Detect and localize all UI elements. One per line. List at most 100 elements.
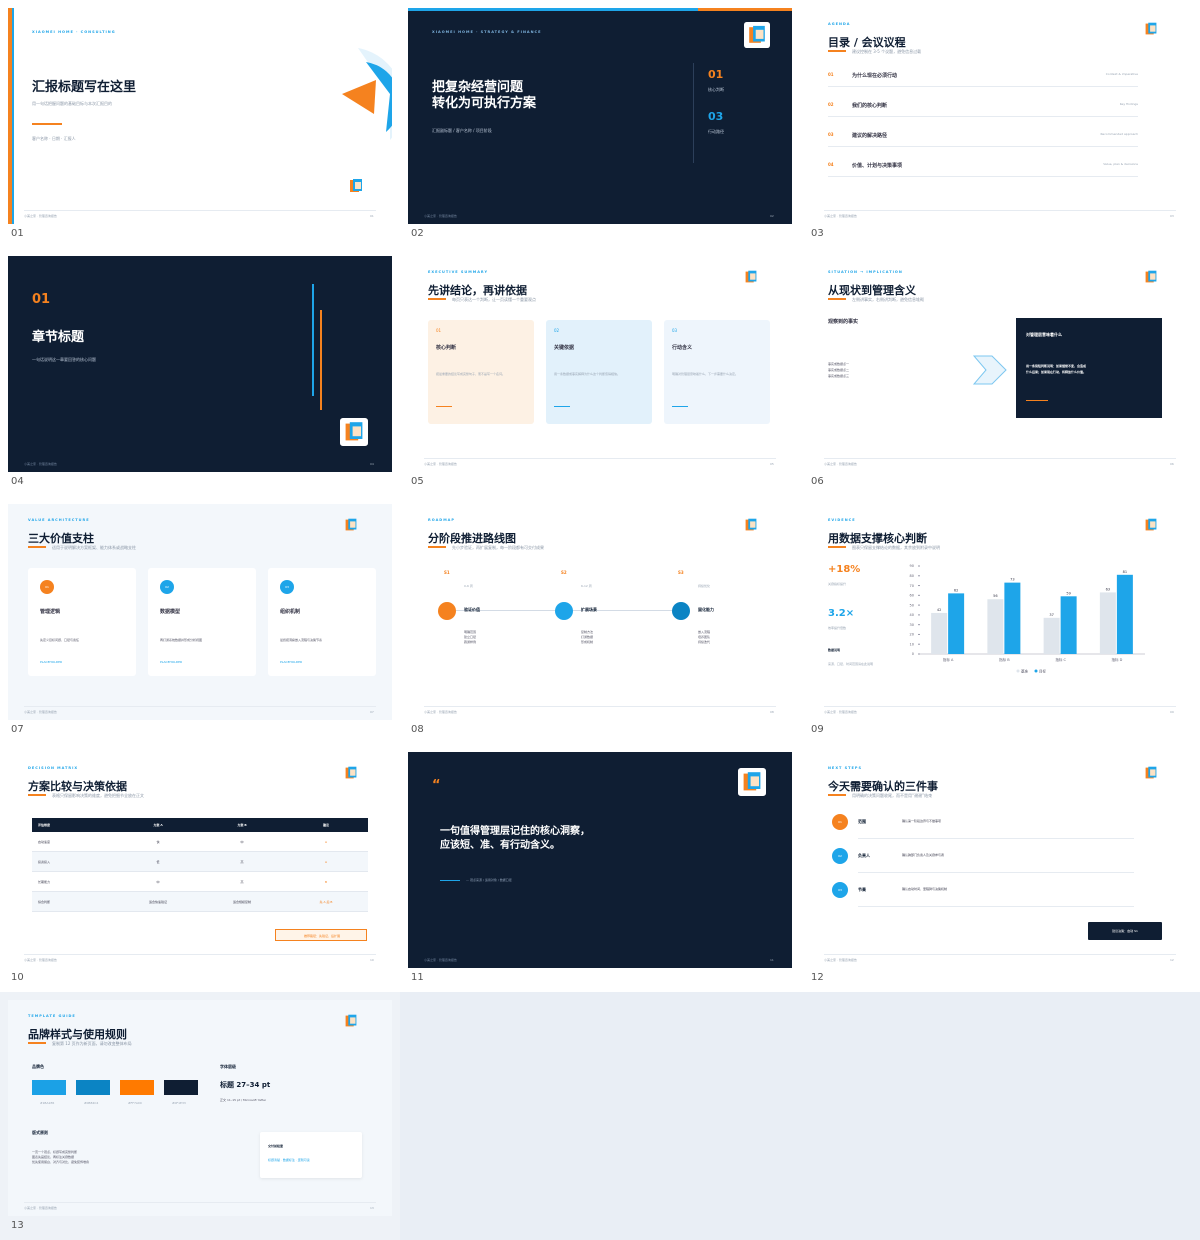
agenda-english: Context & imperative — [1105, 72, 1138, 76]
box-text: 什么后果；如果现在行动，将释放什么价值。 — [1026, 370, 1087, 374]
swatch — [120, 1080, 154, 1095]
slide-tag: ROADMAP — [428, 518, 455, 522]
slide-title: 品牌样式与使用规则 — [28, 1028, 127, 1041]
agenda-english: Recommended approach — [1100, 132, 1138, 136]
table-cell-text: B — [324, 880, 328, 884]
footer-rule — [24, 210, 376, 211]
slide: 小美之家 · 管理咨询报告 08 ROADMAP 分阶段推进路线图 先小步验证，再扩展复… — [408, 504, 792, 720]
table-cell-text: A — [324, 840, 328, 844]
swatch-label: #0F1E33 — [172, 1101, 186, 1105]
footer-rule — [824, 210, 1176, 211]
table-cell-text: 综合判断 — [38, 900, 51, 904]
agenda-text: 价值、计划与决策事项 — [852, 163, 903, 169]
footer: 小美之家 · 管理咨询报告 — [824, 958, 857, 962]
bar-value-label: 59 — [1066, 591, 1070, 595]
table-cell: 适合规模复制 — [200, 892, 284, 912]
stat-number: 03 — [708, 110, 724, 123]
step-label: 负责人 — [858, 853, 870, 858]
slide: 小美之家 · 管理咨询报告 06 SITUATION → IMPLICATION 从现… — [808, 256, 1192, 472]
footer: 小美之家 · 管理咨询报告 — [824, 214, 857, 218]
legend-label: 基准 — [1021, 668, 1029, 673]
quote-rule — [440, 880, 460, 881]
slide-title: 方案比较与决策依据 — [28, 780, 127, 793]
page-number: 01 — [370, 214, 374, 218]
summary-card: 03 行动含义 明确对管理层意味着什么，下一步需要什么决定。 — [664, 320, 770, 424]
page-number: 11 — [770, 958, 774, 962]
bar — [931, 612, 948, 654]
phase-point: 建立口径 — [464, 635, 477, 639]
page-number: 09 — [1170, 710, 1174, 714]
footer: 小美之家 · 管理咨询报告 — [24, 214, 57, 218]
logo-core — [352, 426, 361, 437]
table-cell-text: 长期能力 — [38, 880, 51, 884]
fan-orange — [342, 80, 376, 114]
slide-tag: DECISION MATRIX — [28, 766, 79, 770]
pillar-foot: PLACEHOLDER — [40, 660, 63, 664]
phase-title: 验证价值 — [464, 607, 480, 612]
slide: 小美之家 · 管理咨询报告 10 DECISION MATRIX 方案比较与决策依据表… — [8, 752, 392, 968]
footer-rule — [24, 1202, 376, 1203]
footer: 小美之家 · 管理咨询报告 — [24, 958, 57, 962]
callout-box: 推荐路径：先验证，后扩展 — [275, 929, 367, 941]
step-label: 节奏 — [858, 887, 866, 892]
bar-value-label: 37 — [1049, 613, 1053, 617]
table-cell-text: 投资投入 — [38, 860, 51, 864]
agenda-number: 01 — [828, 72, 834, 77]
bar — [1116, 574, 1133, 654]
phase-when: 6-12 周 — [581, 584, 592, 588]
logo — [345, 1014, 357, 1027]
y-tick-label: 60 — [910, 594, 914, 598]
check-card: 交付前检查 标题清楚 · 数据标注 · 逻辑可读 — [260, 1132, 362, 1178]
card-number: 02 — [554, 328, 560, 333]
phase-code: S2 — [561, 570, 567, 575]
logo-core — [1150, 521, 1156, 528]
agenda-rule — [828, 176, 1138, 177]
empty-panel — [400, 992, 1200, 1240]
logo-core — [755, 29, 764, 39]
legend-swatch — [1016, 669, 1020, 673]
y-tick-label: 0 — [912, 652, 914, 656]
logo — [745, 270, 757, 283]
logo-core — [350, 769, 356, 776]
y-tick-label: 90 — [910, 564, 914, 568]
table-header-cell: 评估维度 — [32, 818, 116, 832]
card-number: 03 — [672, 328, 678, 333]
swatch-label: #FF7A00 — [128, 1101, 142, 1105]
slide-subtitle: 复制第 12 页作为新页面，请勿改变整体布局 — [52, 1041, 132, 1046]
bar — [1043, 617, 1060, 654]
slide-subtitle: 适用于说明解决方案框架、能力体系或战略支柱 — [52, 545, 136, 550]
page-number: 10 — [370, 958, 374, 962]
y-tick-label: 80 — [910, 574, 914, 578]
slide: 小美之家 · 管理咨询报告 07 VALUE ARCHITECTURE 三大价值支柱适… — [8, 504, 392, 720]
logo-core — [1150, 25, 1156, 32]
title-rule — [828, 794, 846, 796]
step-rule — [858, 906, 1134, 907]
quote-line: 一句值得管理层记住的核心洞察， — [440, 826, 590, 837]
stat-label: 核心判断 — [708, 87, 724, 92]
footer-rule — [824, 706, 1176, 707]
x-tick-label: 指标 C — [1055, 657, 1066, 662]
table-header-cell: 建议 — [284, 818, 368, 832]
slide-tag: SITUATION → IMPLICATION — [828, 270, 903, 274]
layout-bullet: 一页一个观点，标题写成完整判断 — [32, 1150, 78, 1154]
pillar-icon: 03 — [280, 580, 294, 594]
title-rule — [428, 298, 446, 300]
pillar-foot: PLACEHOLDER — [160, 660, 183, 664]
pillar-card: 01 管理逻辑 先定义目标问题、口径与责任 PLACEHOLDER — [28, 568, 136, 676]
colors-title: 品牌色 — [32, 1064, 44, 1069]
table-cell-text: 低 — [156, 860, 160, 864]
logo — [745, 518, 757, 531]
bar — [987, 599, 1004, 654]
title-rule — [28, 1042, 46, 1044]
logo-core — [750, 776, 759, 787]
swatch — [76, 1080, 110, 1095]
line-blue — [312, 284, 314, 396]
box-text: 用一条简短判断说明：如果继续不变，会造成 — [1026, 364, 1087, 368]
slide-tag: XIAOMEI HOME · STRATEGY & FINANCE — [432, 30, 542, 34]
footer: 小美之家 · 管理咨询报告 — [824, 710, 857, 714]
page-number: 02 — [770, 214, 774, 218]
fact-bullet: 事实或数据点二 — [828, 368, 850, 372]
slide-tag: VALUE ARCHITECTURE — [28, 518, 90, 522]
swatch — [32, 1080, 66, 1095]
quote-line: 应该短、准、有行动含义。 — [440, 840, 560, 851]
